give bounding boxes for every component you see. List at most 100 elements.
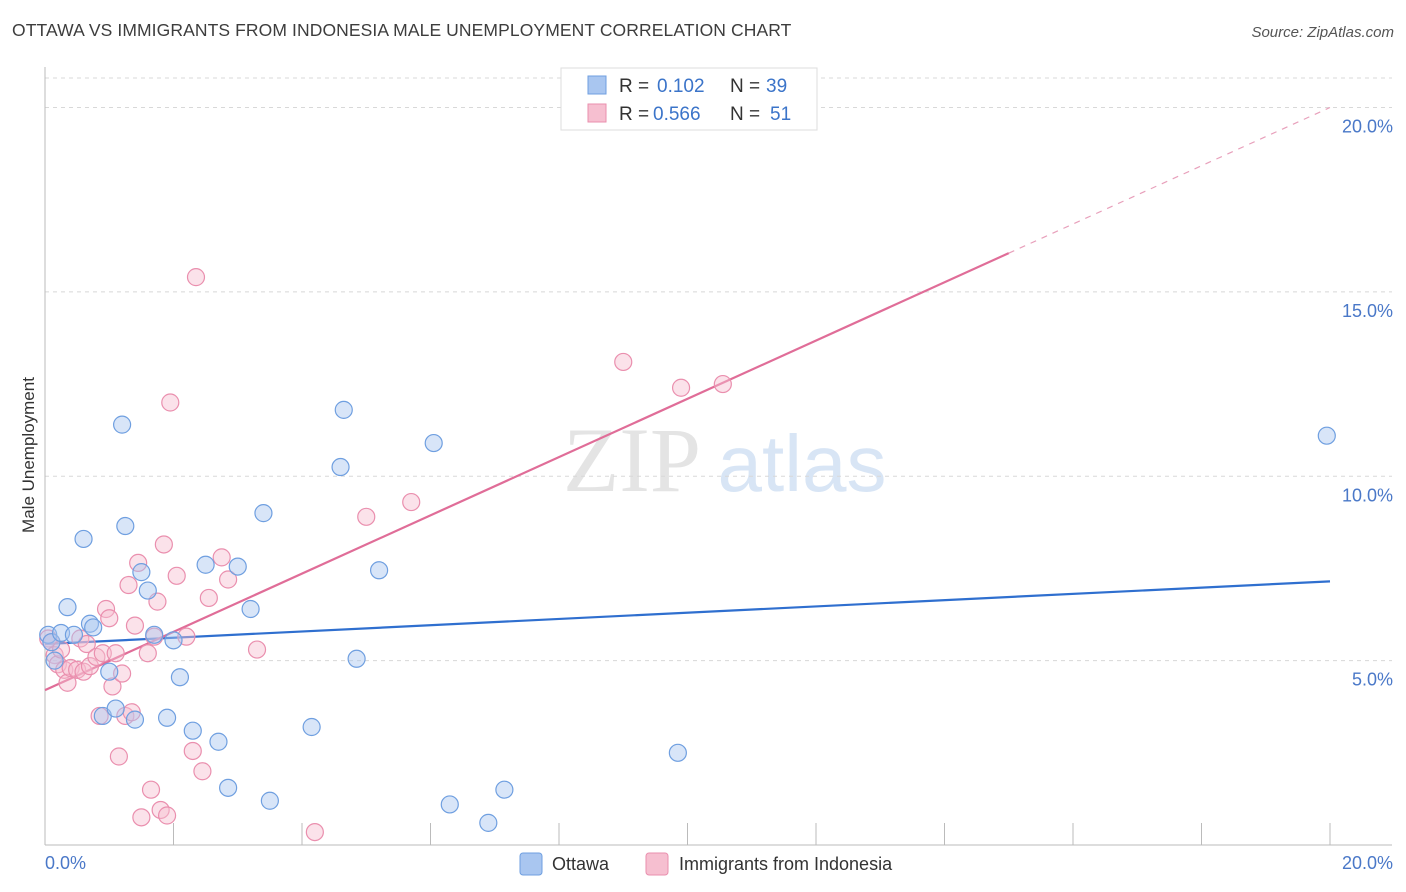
point-ottawa	[145, 625, 164, 644]
point-indonesia	[141, 780, 161, 799]
point-ottawa	[209, 732, 228, 751]
point-ottawa	[112, 415, 132, 434]
point-ottawa	[495, 780, 514, 799]
point-indonesia	[157, 806, 177, 825]
point-ottawa	[196, 555, 215, 574]
point-ottawa	[138, 581, 157, 600]
point-ottawa	[183, 721, 202, 740]
series-legend-label-indonesia: Immigrants from Indonesia	[679, 854, 893, 874]
point-ottawa	[170, 668, 190, 687]
legend-r-value-indonesia: 0.566	[653, 104, 701, 125]
y-axis-label: Male Unemployment	[19, 377, 38, 533]
legend-swatch-indonesia	[587, 103, 607, 123]
trend-lines	[44, 106, 1331, 692]
point-ottawa	[260, 791, 279, 810]
point-indonesia	[305, 822, 324, 842]
x-tick-label: 0.0%	[45, 853, 86, 873]
legend-r-value-ottawa: 0.102	[657, 76, 705, 97]
point-indonesia	[58, 673, 77, 692]
point-indonesia	[402, 492, 421, 512]
point-ottawa	[331, 457, 350, 477]
point-indonesia	[106, 644, 125, 663]
source-credit: Source: ZipAtlas.com	[1251, 24, 1394, 41]
point-ottawa	[228, 557, 247, 576]
y-tick-label: 20.0%	[1342, 117, 1393, 137]
point-indonesia	[247, 640, 267, 659]
legend-swatch-ottawa	[587, 75, 607, 95]
legend-r-label-indonesia: R =	[619, 104, 649, 125]
point-indonesia	[80, 657, 100, 676]
point-ottawa	[132, 563, 151, 582]
point-indonesia	[154, 535, 173, 554]
axes: 5.0% 10.0% 15.0% 20.0% 0.0% 20.0%	[44, 67, 1393, 873]
point-indonesia	[100, 609, 119, 628]
point-ottawa	[58, 598, 77, 617]
point-indonesia	[93, 644, 112, 663]
gridlines	[45, 77, 1392, 662]
point-ottawa	[302, 717, 321, 737]
point-ottawa	[116, 516, 135, 536]
point-indonesia	[186, 268, 206, 287]
y-tick-label: 10.0%	[1342, 485, 1393, 505]
point-indonesia	[614, 352, 633, 372]
chart-title: OTTAWA VS IMMIGRANTS FROM INDONESIA MALE…	[12, 20, 792, 40]
point-indonesia	[713, 374, 732, 394]
point-ottawa	[347, 649, 366, 668]
point-indonesia	[212, 548, 231, 567]
point-indonesia	[357, 507, 376, 526]
point-indonesia	[103, 677, 122, 696]
point-ottawa	[334, 400, 353, 419]
point-ottawa	[370, 561, 389, 580]
point-ottawa	[157, 708, 177, 727]
point-indonesia	[167, 566, 186, 585]
trend-line-indonesia	[44, 252, 1010, 692]
trend-line-ottawa	[44, 580, 1331, 646]
point-indonesia	[125, 616, 145, 635]
series-legend: Ottawa Immigrants from Indonesia	[519, 852, 893, 876]
point-ottawa	[42, 633, 61, 652]
correlation-legend: R = 0.102 N = 39 R = 0.566 N = 51	[560, 67, 818, 131]
x-tick-label: 20.0%	[1342, 853, 1393, 873]
series-legend-label-ottawa: Ottawa	[552, 854, 610, 874]
point-indonesia	[161, 393, 180, 412]
legend-n-label-indonesia: N =	[730, 104, 760, 125]
point-indonesia	[138, 644, 157, 663]
legend-n-label-ottawa: N =	[730, 76, 760, 97]
point-indonesia	[119, 575, 138, 595]
point-ottawa	[125, 710, 145, 729]
point-indonesia	[671, 378, 691, 397]
point-ottawa	[219, 778, 238, 797]
point-indonesia	[193, 762, 212, 781]
trend-line-indonesia-extension	[1008, 106, 1331, 254]
point-ottawa	[440, 795, 459, 814]
legend-n-value-indonesia: 51	[770, 104, 791, 125]
point-indonesia	[199, 588, 218, 608]
series-legend-swatch-ottawa	[519, 852, 543, 876]
data-points	[39, 268, 1336, 842]
point-ottawa	[668, 743, 687, 762]
point-indonesia	[109, 747, 128, 766]
watermark-atlas: atlas	[718, 419, 887, 508]
point-ottawa	[106, 699, 125, 718]
point-ottawa	[100, 662, 119, 681]
point-ottawa	[479, 813, 498, 832]
series-legend-swatch-indonesia	[645, 852, 669, 876]
point-indonesia	[132, 808, 151, 827]
y-tick-label: 15.0%	[1342, 301, 1393, 321]
point-ottawa	[64, 625, 84, 644]
y-tick-label: 5.0%	[1352, 670, 1393, 690]
watermark-zip: ZIP	[563, 409, 701, 511]
point-ottawa	[45, 651, 64, 670]
point-ottawa	[254, 504, 273, 523]
point-ottawa	[241, 599, 260, 619]
legend-n-value-ottawa: 39	[766, 76, 787, 97]
point-indonesia	[183, 741, 202, 761]
point-indonesia	[77, 634, 96, 654]
point-ottawa	[84, 618, 103, 637]
point-ottawa	[74, 529, 93, 549]
point-ottawa	[164, 631, 183, 650]
point-ottawa	[1317, 426, 1336, 445]
point-indonesia	[219, 570, 238, 589]
point-ottawa	[424, 433, 443, 453]
